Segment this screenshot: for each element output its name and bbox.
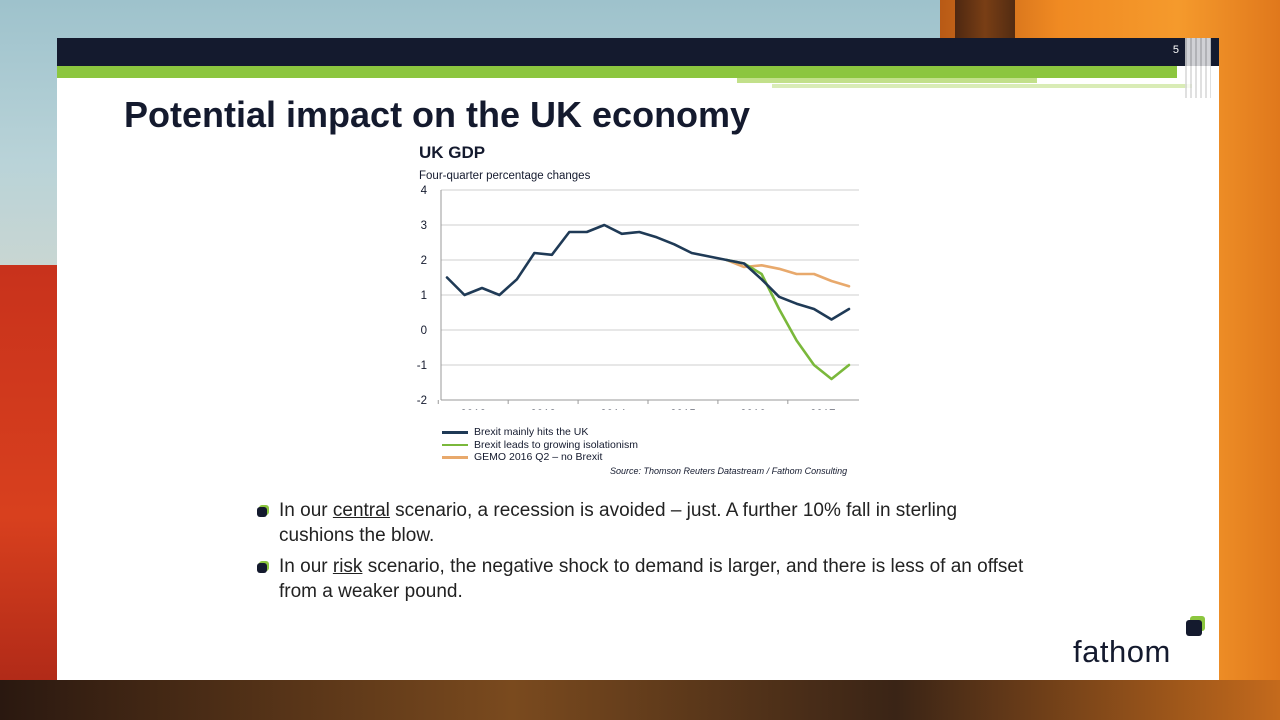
y-tick-label: -1 — [417, 360, 427, 372]
x-tick-label: 2016 — [740, 409, 766, 410]
bullet-text: In our — [279, 500, 333, 521]
legend-label: Brexit leads to growing isolationism — [474, 438, 638, 451]
y-tick-label: 3 — [421, 220, 427, 232]
header-accent-bar — [57, 66, 1177, 78]
bullet-text: In our — [279, 556, 333, 577]
bullet-underlined-text: risk — [332, 556, 363, 577]
bullet-underlined-text: central — [332, 500, 390, 521]
gdp-line-chart: 4 3 2 1 0 -1 -2 2012 2013 2014 2015 2016 2017 — [417, 185, 859, 410]
y-tick-label: 0 — [421, 325, 427, 337]
logo-wordmark: fathom — [1073, 634, 1171, 669]
x-tick-label: 2012 — [460, 409, 486, 410]
y-tick-label: 1 — [421, 290, 427, 302]
legend-swatch — [442, 456, 468, 459]
chart-source: Source: Thomson Reuters Datastream / Fat… — [610, 466, 848, 476]
logo-dark-square — [1186, 620, 1202, 636]
bullet-list: In our central scenario, a recession is … — [257, 498, 1037, 610]
legend-label: Brexit mainly hits the UK — [474, 426, 589, 439]
bullet-item: In our central scenario, a recession is … — [257, 498, 1037, 548]
slide-title: Potential impact on the UK economy — [124, 94, 751, 135]
series-line — [445, 223, 851, 321]
bullet-icon — [257, 563, 267, 573]
legend-swatch — [442, 431, 468, 434]
y-tick-label: -2 — [417, 395, 427, 407]
header-stripes — [1185, 38, 1211, 98]
bullet-text: scenario, a recession is avoided – just.… — [279, 500, 958, 546]
y-tick-label: 2 — [421, 255, 427, 267]
slide-header-bar: 5 — [57, 38, 1219, 66]
chart-subtitle: Four-quarter percentage changes — [419, 170, 591, 182]
background-red-wall — [0, 265, 60, 685]
legend-label: GEMO 2016 Q2 – no Brexit — [474, 451, 603, 464]
header-accent-bar-light — [737, 78, 1037, 83]
x-tick-label: 2014 — [600, 409, 626, 410]
legend-entry: GEMO 2016 Q2 – no Brexit — [442, 451, 638, 464]
chart-legend: Brexit mainly hits the UK Brexit leads to… — [442, 426, 638, 464]
legend-swatch — [442, 443, 468, 446]
x-tick-label: 2013 — [530, 409, 556, 410]
presentation-slide: 5 Potential impact on the UK economy UK … — [57, 38, 1219, 680]
bullet-item: In our risk scenario, the negative shock… — [257, 554, 1037, 604]
slide-number: 5 — [1172, 44, 1179, 56]
chart-title: UK GDP — [419, 143, 486, 162]
x-tick-label: 2015 — [670, 409, 696, 410]
x-tick-label: 2017 — [810, 409, 836, 410]
bullet-text: scenario, the negative shock to demand i… — [279, 556, 1024, 602]
fathom-logo: fathom — [1073, 616, 1205, 672]
background-floor — [0, 680, 1280, 720]
y-tick-label: 4 — [421, 185, 428, 197]
bullet-icon — [257, 507, 267, 517]
legend-entry: Brexit mainly hits the UK — [442, 426, 638, 439]
header-accent-bar-lighter — [772, 84, 1192, 88]
legend-entry: Brexit leads to growing isolationism — [442, 439, 638, 452]
